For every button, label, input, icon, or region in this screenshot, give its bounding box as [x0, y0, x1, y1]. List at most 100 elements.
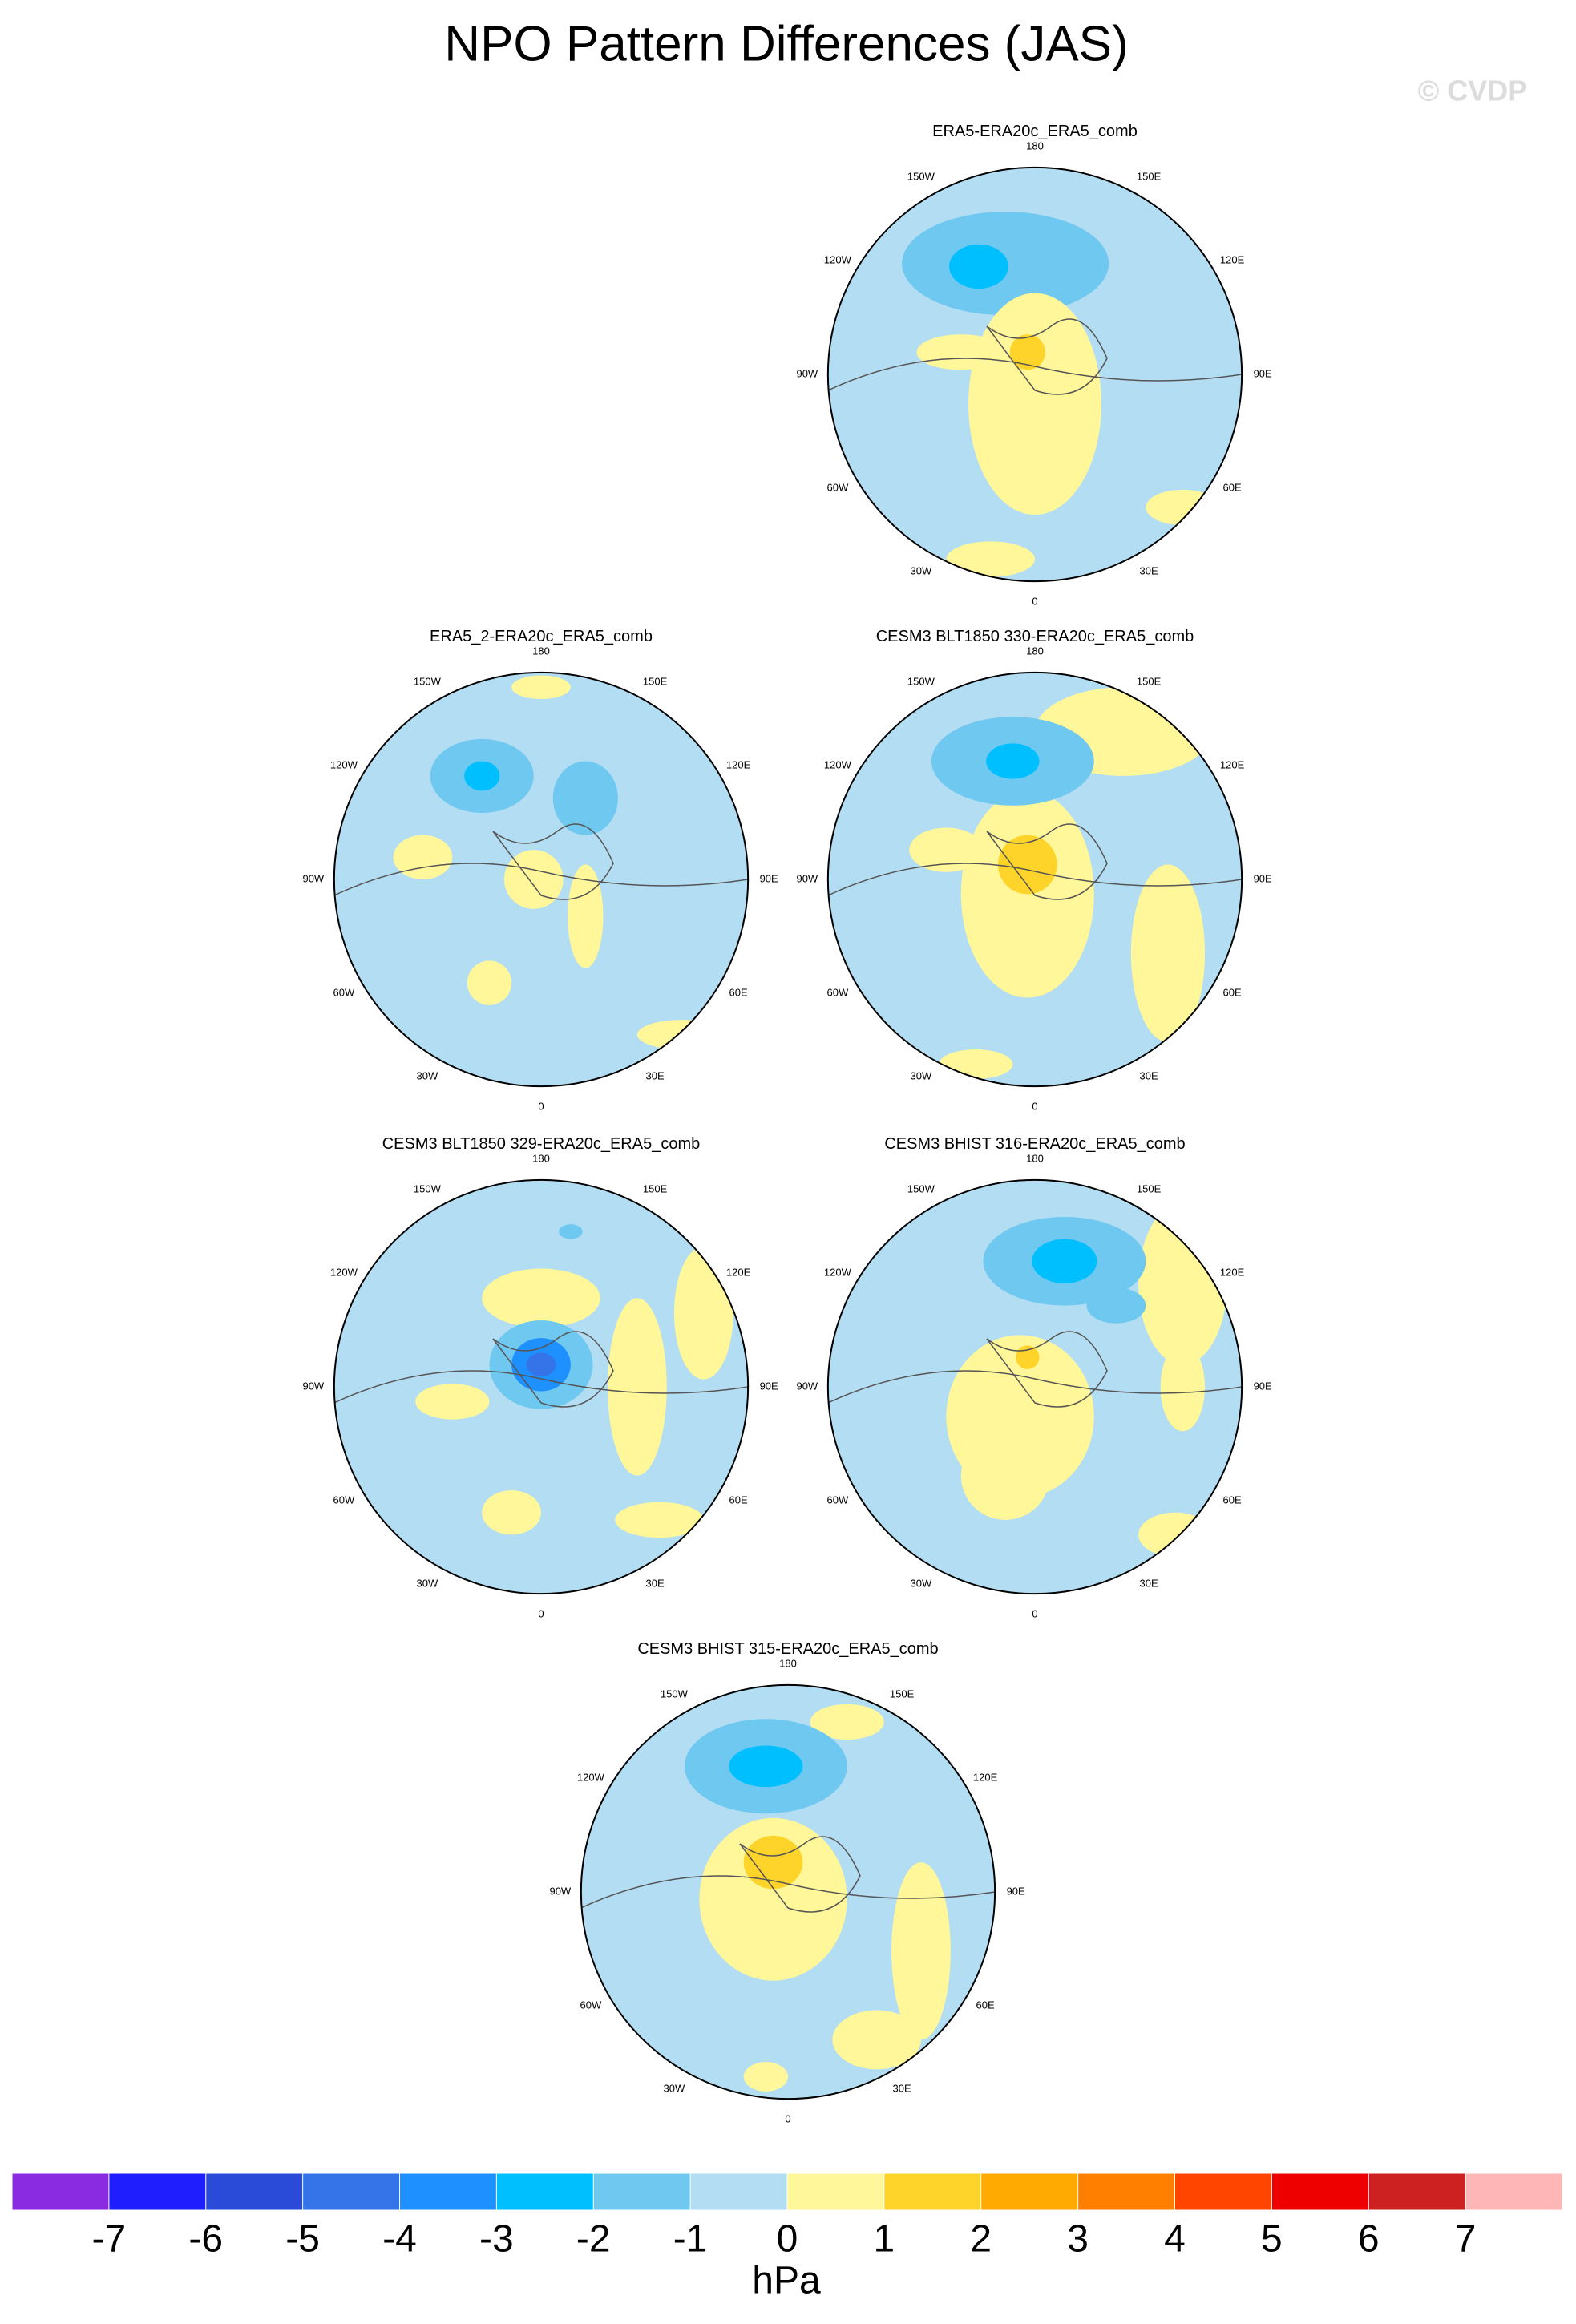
- contour-region: [986, 743, 1040, 779]
- contour-region: [415, 1384, 490, 1420]
- contour-region: [949, 244, 1008, 289]
- colorbar-tick-label: -7: [92, 2218, 127, 2261]
- coastline: [333, 863, 749, 896]
- longitude-label: 120E: [1220, 758, 1245, 770]
- longitude-label: 180: [532, 645, 550, 657]
- coastline: [986, 823, 1108, 900]
- contour-region: [832, 2010, 921, 2070]
- coastline: [739, 1836, 861, 1913]
- contour-region: [891, 1862, 951, 2040]
- contour-region: [393, 835, 453, 879]
- colorbar-tick-label: 5: [1261, 2218, 1283, 2261]
- contour-region: [482, 1268, 600, 1328]
- longitude-label: 120W: [330, 758, 358, 770]
- panel-title: ERA5_2-ERA20c_ERA5_comb: [430, 628, 653, 645]
- contour-region: [729, 1745, 803, 1788]
- map-border: [826, 1178, 1243, 1595]
- coastline: [827, 358, 1243, 391]
- longitude-label: 0: [1032, 1101, 1037, 1113]
- longitude-label: 90W: [796, 1380, 818, 1392]
- longitude-label: 90E: [760, 1380, 778, 1392]
- colorbar-box: [1271, 2173, 1369, 2210]
- colorbar-box: [1174, 2173, 1272, 2210]
- contour-region: [909, 827, 984, 872]
- colorbar-tick-label: 7: [1455, 2218, 1477, 2261]
- longitude-label: 120E: [973, 1771, 998, 1783]
- colorbar-tick-label: 6: [1358, 2218, 1380, 2261]
- longitude-label: 150W: [907, 1182, 935, 1194]
- contour-region: [946, 541, 1036, 577]
- colorbar-tick-label: 3: [1067, 2218, 1089, 2261]
- contour-region: [464, 761, 500, 791]
- colorbar-box: [883, 2173, 981, 2210]
- contour-region: [997, 835, 1057, 895]
- coastline: [333, 1370, 749, 1404]
- colorbar-tick-label: -5: [285, 2218, 320, 2261]
- longitude-label: 180: [532, 1152, 550, 1164]
- colorbar-box: [1465, 2173, 1562, 2210]
- colorbar-box: [787, 2173, 884, 2210]
- longitude-label: 150E: [890, 1687, 915, 1700]
- colorbar-tick-label: -2: [576, 2218, 611, 2261]
- colorbar-box: [690, 2173, 787, 2210]
- longitude-label: 90E: [1254, 1380, 1272, 1392]
- longitude-label: 120E: [726, 1266, 751, 1278]
- contour-region: [615, 1502, 704, 1538]
- colorbar-box: [1368, 2173, 1466, 2210]
- contour-region: [511, 675, 571, 700]
- longitude-label: 150W: [907, 170, 935, 182]
- contour-region: [743, 1835, 803, 1890]
- colorbar-box: [205, 2173, 303, 2210]
- watermark: © CVDP: [1418, 75, 1528, 107]
- colorbar-box: [1077, 2173, 1175, 2210]
- panel-title: CESM3 BLT1850 329-ERA20c_ERA5_comb: [382, 1135, 701, 1153]
- longitude-label: 30W: [417, 1578, 438, 1590]
- colorbar-box: [980, 2173, 1078, 2210]
- longitude-label: 0: [1032, 596, 1037, 608]
- longitude-label: 120E: [1220, 1266, 1245, 1278]
- longitude-label: 60E: [1223, 1494, 1242, 1506]
- longitude-label: 150W: [414, 675, 442, 687]
- longitude-label: 60E: [1223, 987, 1242, 999]
- longitude-label: 60E: [976, 1999, 995, 2011]
- coastline: [492, 823, 614, 900]
- coastline: [492, 1331, 614, 1408]
- longitude-label: 60W: [827, 1494, 849, 1506]
- longitude-label: 90W: [796, 367, 818, 379]
- longitude-label: 0: [538, 1101, 544, 1113]
- longitude-label: 30E: [893, 2083, 911, 2095]
- coastline: [580, 1875, 996, 1909]
- longitude-label: 120W: [824, 1266, 852, 1278]
- longitude-label: 30E: [1140, 1578, 1158, 1590]
- longitude-label: 120E: [726, 758, 751, 770]
- longitude-label: 60E: [729, 987, 748, 999]
- colorbar: -7 -6 -5 -4 -3 -2 -1 0 1 2 3 4 5 6 7 hPa: [11, 2172, 1563, 2302]
- contour-fill: [333, 1224, 749, 1538]
- contour-region: [503, 850, 564, 909]
- longitude-label: 120W: [330, 1266, 358, 1278]
- contour-region: [607, 1298, 667, 1476]
- coastline: [986, 1331, 1108, 1408]
- longitude-label: 90E: [1254, 367, 1272, 379]
- contour-region: [482, 1490, 541, 1535]
- colorbar-box: [496, 2173, 594, 2210]
- panel-title: CESM3 BLT1850 330-ERA20c_ERA5_comb: [876, 628, 1194, 645]
- figure-title: NPO Pattern Differences (JAS): [444, 16, 1128, 71]
- longitude-label: 90W: [302, 872, 324, 884]
- colorbar-tick-label: -6: [188, 2218, 223, 2261]
- contour-region: [699, 1817, 847, 1981]
- colorbar-tick-label: -4: [382, 2218, 417, 2261]
- contour-region: [568, 864, 604, 968]
- coastline: [986, 318, 1108, 395]
- longitude-label: 30E: [1140, 565, 1158, 577]
- longitude-label: 60W: [827, 987, 849, 999]
- longitude-label: 90W: [302, 1380, 324, 1392]
- longitude-label: 180: [779, 1657, 797, 1669]
- longitude-label: 90E: [1007, 1885, 1025, 1897]
